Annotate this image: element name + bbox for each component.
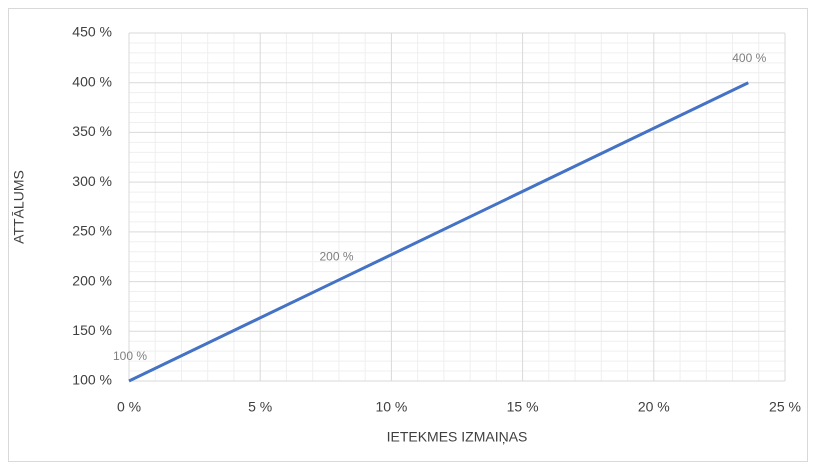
y-tick-label: 350 % <box>72 123 112 139</box>
y-tick-label: 450 % <box>72 24 112 40</box>
data-label: 400 % <box>732 51 766 65</box>
y-tick-label: 300 % <box>72 173 112 189</box>
data-label: 100 % <box>113 349 147 363</box>
data-label: 200 % <box>319 250 353 264</box>
chart-frame <box>8 8 808 462</box>
y-tick-label: 100 % <box>72 372 112 388</box>
y-axis-title: ATTĀLUMS <box>11 170 27 244</box>
y-tick-label: 200 % <box>72 272 112 288</box>
y-tick-label: 150 % <box>72 322 112 338</box>
x-tick-label: 25 % <box>769 399 801 415</box>
x-axis-title: IETEKMES IZMAIŅAS <box>387 429 528 445</box>
y-tick-label: 400 % <box>72 73 112 89</box>
data-line <box>128 81 749 383</box>
x-tick-label: 10 % <box>375 399 407 415</box>
x-tick-label: 0 % <box>117 399 141 415</box>
x-tick-label: 20 % <box>638 399 670 415</box>
x-tick-label: 15 % <box>507 399 539 415</box>
x-tick-label: 5 % <box>248 399 272 415</box>
y-tick-label: 250 % <box>72 223 112 239</box>
